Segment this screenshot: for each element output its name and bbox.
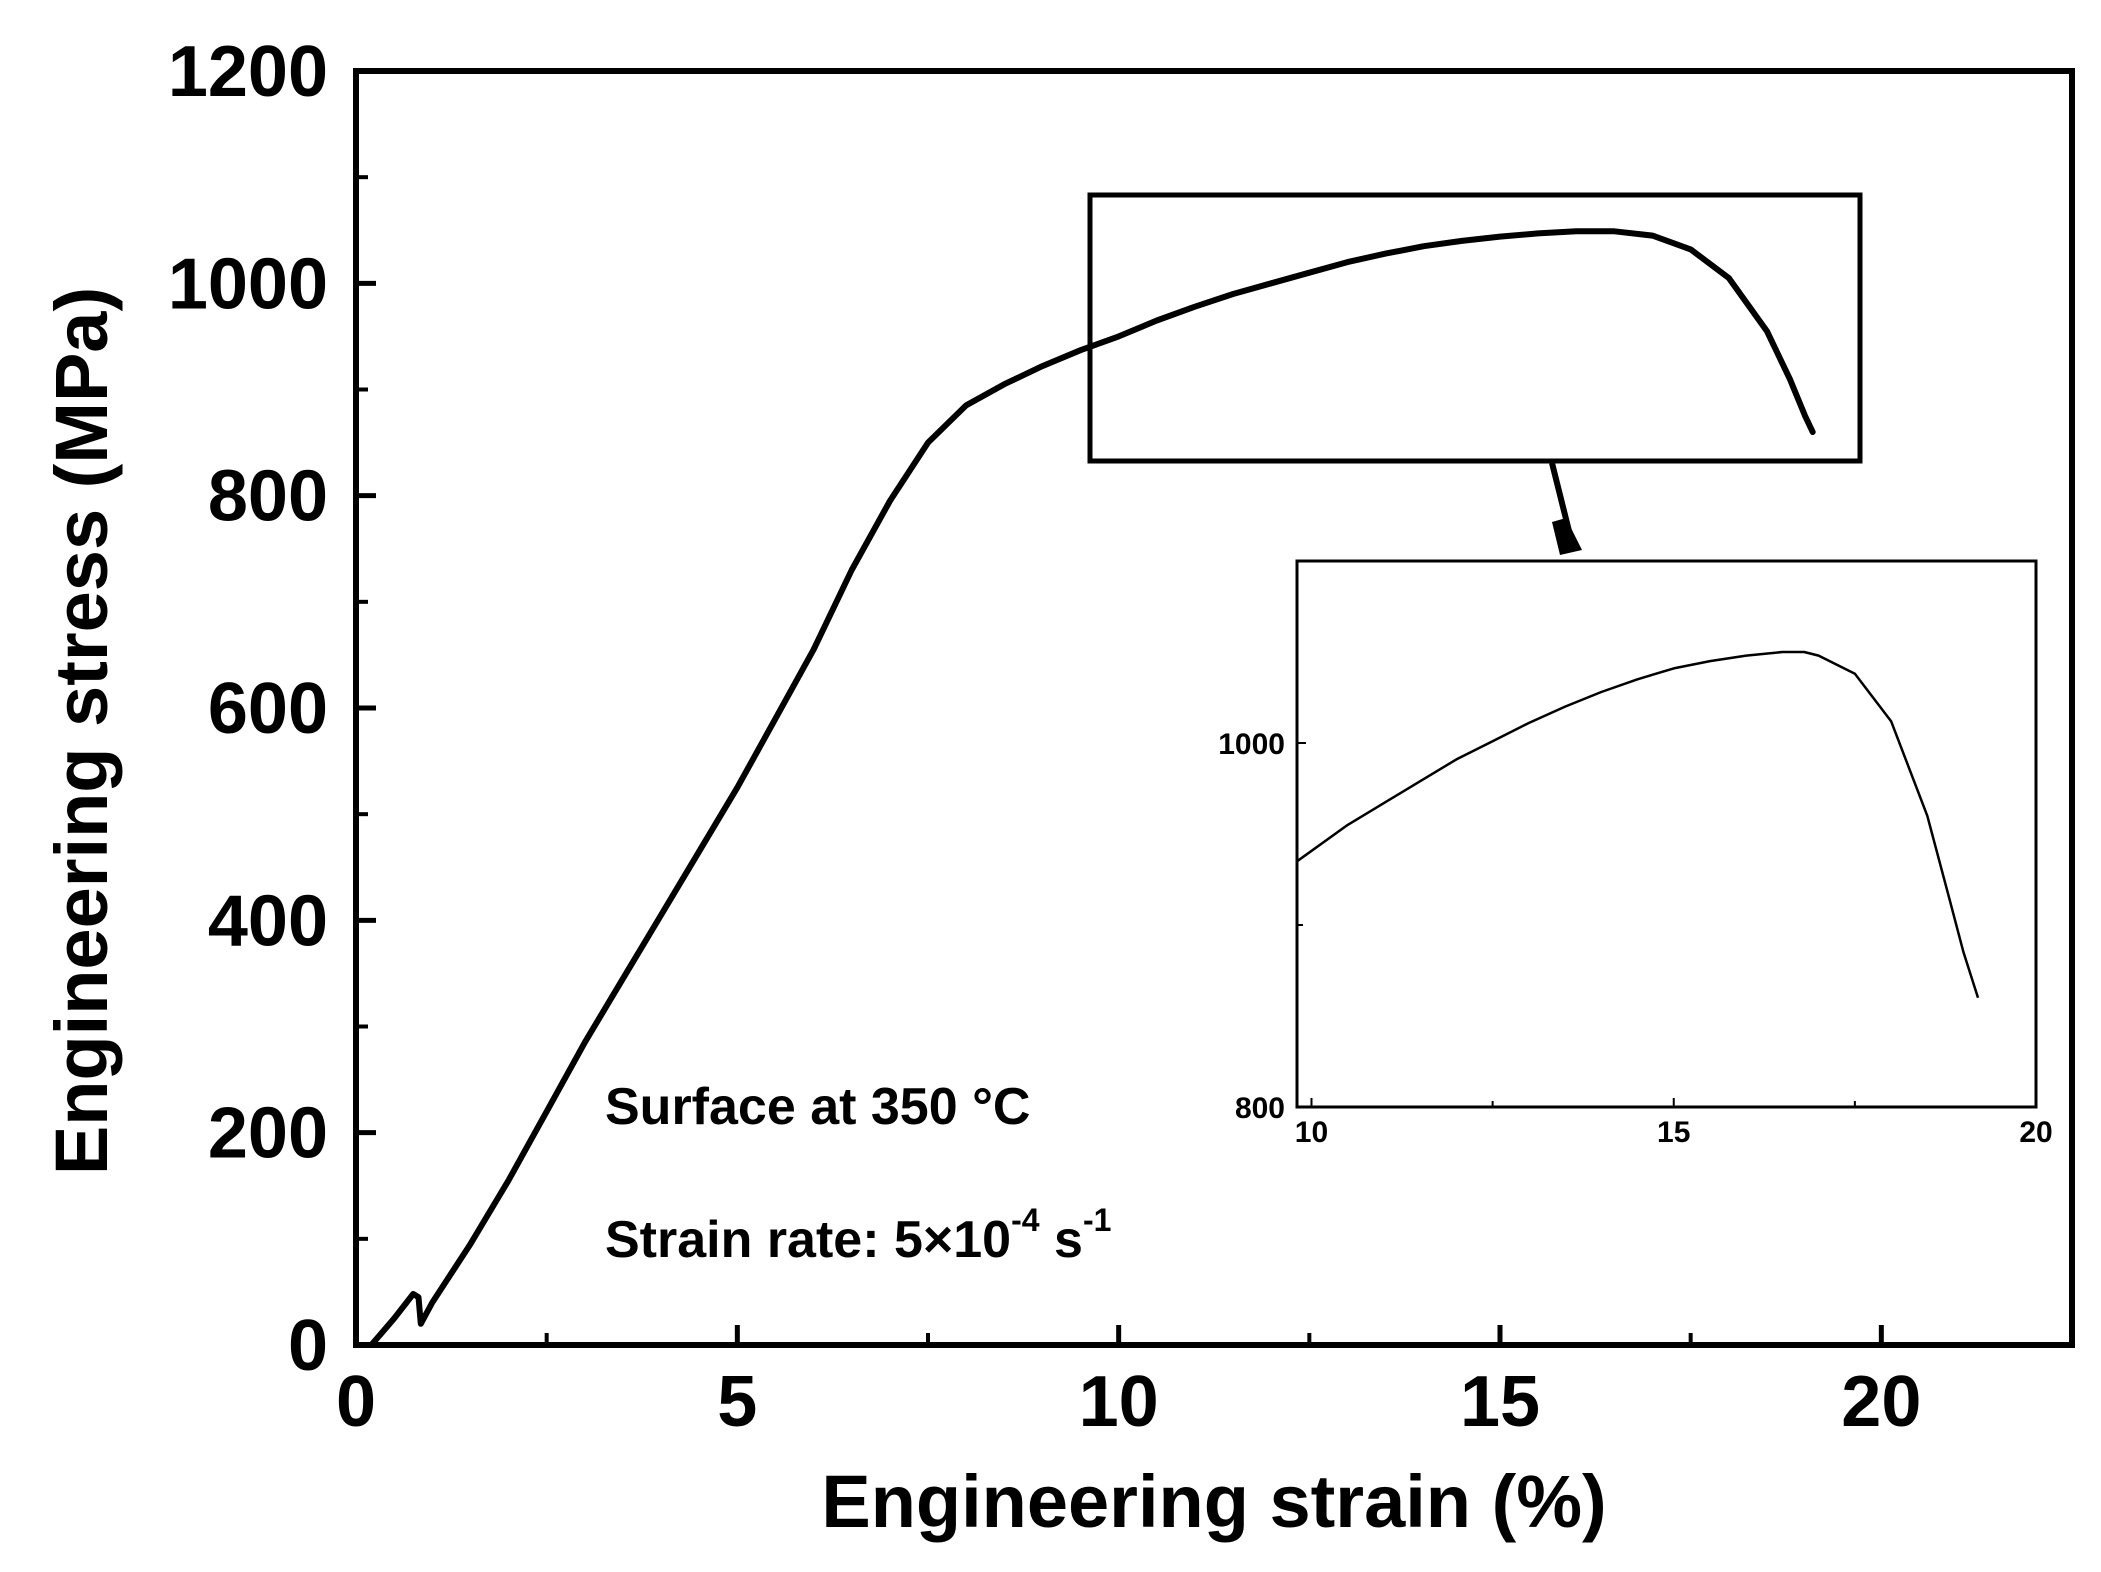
inset-y-tick-label: 800 xyxy=(1235,1092,1285,1125)
inset-axis-ticks xyxy=(1297,742,2037,1108)
strain-rate-exponent: -4 xyxy=(1011,1202,1040,1238)
zoom-region-box xyxy=(1087,192,1863,464)
inset-x-tick-label: 10 xyxy=(1295,1116,1328,1149)
inset-x-tick-label: 20 xyxy=(2019,1116,2052,1149)
y-tick-label: 400 xyxy=(208,881,328,961)
main-x-tick-labels: 0 5 10 15 20 xyxy=(336,1362,1921,1442)
x-tick-label: 5 xyxy=(717,1362,757,1442)
x-tick-label: 10 xyxy=(1079,1362,1159,1442)
annotation-surface-temperature: Surface at 350 °C xyxy=(605,1078,1030,1136)
x-tick-label: 15 xyxy=(1460,1362,1540,1442)
main-axis-ticks xyxy=(353,68,1884,1348)
y-tick-label: 1200 xyxy=(168,32,328,112)
y-tick-label: 1000 xyxy=(168,244,328,324)
main-y-tick-labels: 0 200 400 600 800 1000 1200 xyxy=(168,32,328,1386)
strain-rate-prefix: Strain rate: 5×10 xyxy=(605,1211,1011,1269)
y-tick-label: 800 xyxy=(208,457,328,537)
zoom-arrow xyxy=(1549,462,1582,555)
strain-rate-unit-exponent: -1 xyxy=(1083,1202,1111,1238)
x-tick-label: 0 xyxy=(336,1362,376,1442)
inset-y-tick-label: 1000 xyxy=(1218,728,1285,761)
inset-plot-frame xyxy=(1295,559,2038,1109)
x-tick-label: 20 xyxy=(1841,1362,1921,1442)
y-tick-label: 0 xyxy=(288,1306,328,1386)
x-axis-title: Engineering strain (%) xyxy=(821,1460,1606,1543)
y-axis-title: Engineering stress (MPa) xyxy=(40,287,123,1175)
y-tick-label: 200 xyxy=(208,1094,328,1174)
annotation-strain-rate: Strain rate: 5×10-4 s-1 xyxy=(605,1202,1111,1269)
inset-x-tick-labels: 10 15 20 xyxy=(1295,1116,2053,1149)
inset-y-tick-labels: 800 1000 xyxy=(1218,728,1285,1125)
y-tick-label: 600 xyxy=(208,669,328,749)
strain-rate-unit: s xyxy=(1040,1211,1083,1269)
main-stress-strain-line xyxy=(368,228,1816,1348)
inset-stress-strain-line xyxy=(1296,650,1980,999)
inset-x-tick-label: 15 xyxy=(1657,1116,1690,1149)
